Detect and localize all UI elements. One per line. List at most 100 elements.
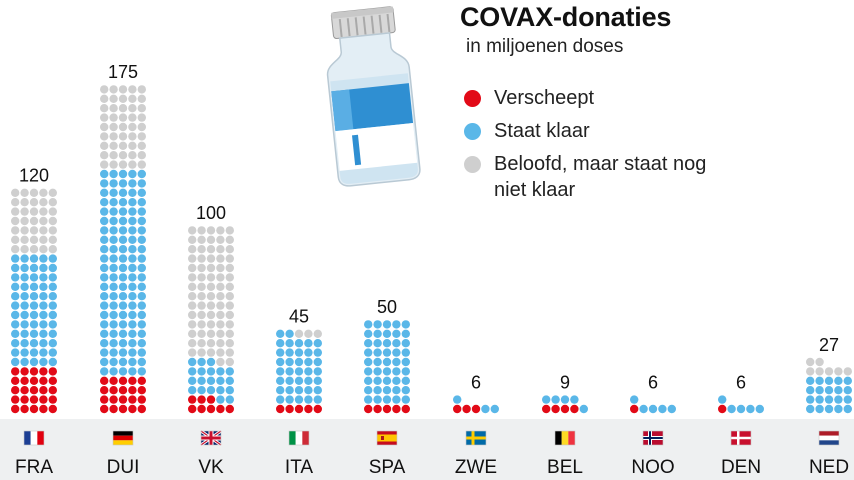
dot	[48, 301, 57, 310]
dot	[824, 376, 834, 385]
dot	[118, 404, 128, 414]
dot	[542, 404, 551, 414]
dot	[118, 282, 128, 291]
dot	[29, 404, 39, 414]
dot	[806, 386, 815, 395]
dot	[118, 320, 128, 329]
dot	[382, 395, 392, 404]
dot	[137, 104, 146, 113]
dot	[206, 263, 216, 273]
dot	[118, 395, 128, 404]
dot	[225, 348, 234, 357]
dot	[118, 245, 128, 254]
dot	[736, 404, 746, 414]
dot	[453, 404, 462, 414]
dot	[100, 132, 109, 141]
dot	[206, 301, 216, 310]
dot	[128, 404, 137, 414]
dot	[20, 235, 29, 244]
dot	[137, 329, 146, 338]
dot	[206, 339, 216, 348]
dot	[294, 367, 304, 376]
dot	[20, 339, 29, 348]
dot	[100, 301, 109, 310]
dot-column-fra	[11, 188, 57, 414]
dot	[294, 404, 304, 414]
dot	[118, 357, 128, 367]
dot	[137, 282, 146, 291]
dot	[216, 376, 225, 385]
dot	[560, 395, 570, 404]
dot	[109, 282, 118, 291]
dot	[128, 104, 137, 113]
dot	[401, 320, 410, 329]
dot	[225, 301, 234, 310]
dot	[11, 216, 20, 226]
dot	[667, 404, 676, 414]
dot	[373, 386, 382, 395]
dot	[118, 292, 128, 301]
dot	[118, 132, 128, 141]
dot	[188, 404, 197, 414]
dot	[20, 367, 29, 376]
dot	[128, 367, 137, 376]
legend-swatch-red	[464, 90, 481, 107]
dot	[197, 320, 206, 329]
dot	[304, 357, 313, 367]
dot	[392, 395, 401, 404]
dot	[401, 404, 410, 414]
dot	[137, 188, 146, 197]
dot	[225, 282, 234, 291]
dot	[39, 329, 48, 338]
dot	[109, 348, 118, 357]
dot-column-ned	[806, 357, 852, 414]
total-label-den: 6	[736, 372, 746, 392]
dot	[216, 395, 225, 404]
dot-column-bel	[542, 395, 588, 414]
dot	[216, 235, 225, 244]
dot	[20, 226, 29, 235]
dot	[276, 348, 285, 357]
dot	[551, 404, 560, 414]
dot	[462, 404, 471, 414]
dot	[11, 188, 20, 197]
dot	[216, 339, 225, 348]
dot	[48, 329, 57, 338]
dot	[29, 235, 39, 244]
dot	[188, 339, 197, 348]
dot	[843, 376, 852, 385]
dot	[109, 179, 118, 188]
flag-den-icon	[730, 430, 752, 446]
dot	[11, 301, 20, 310]
dot	[118, 188, 128, 197]
dot	[109, 226, 118, 235]
dot	[560, 404, 570, 414]
dot	[834, 367, 843, 376]
dot	[11, 282, 20, 291]
dot	[313, 357, 322, 367]
dot	[188, 395, 197, 404]
dot	[392, 329, 401, 338]
dot	[225, 263, 234, 273]
dot	[128, 320, 137, 329]
dot	[401, 386, 410, 395]
country-strip	[0, 419, 854, 480]
dot	[225, 404, 234, 414]
dot	[128, 85, 137, 94]
dot	[118, 216, 128, 226]
dot	[364, 404, 373, 414]
flag-ita-icon	[288, 430, 310, 446]
dot	[100, 404, 109, 414]
dot	[401, 329, 410, 338]
legend-label: Verscheept	[494, 87, 595, 109]
dot	[313, 367, 322, 376]
dot	[364, 348, 373, 357]
dot	[39, 245, 48, 254]
dot	[100, 320, 109, 329]
dot	[29, 207, 39, 216]
dot	[382, 320, 392, 329]
legend-item-verscheept: Verscheept	[464, 85, 844, 111]
dot	[100, 141, 109, 150]
dot	[648, 404, 658, 414]
dot	[109, 367, 118, 376]
